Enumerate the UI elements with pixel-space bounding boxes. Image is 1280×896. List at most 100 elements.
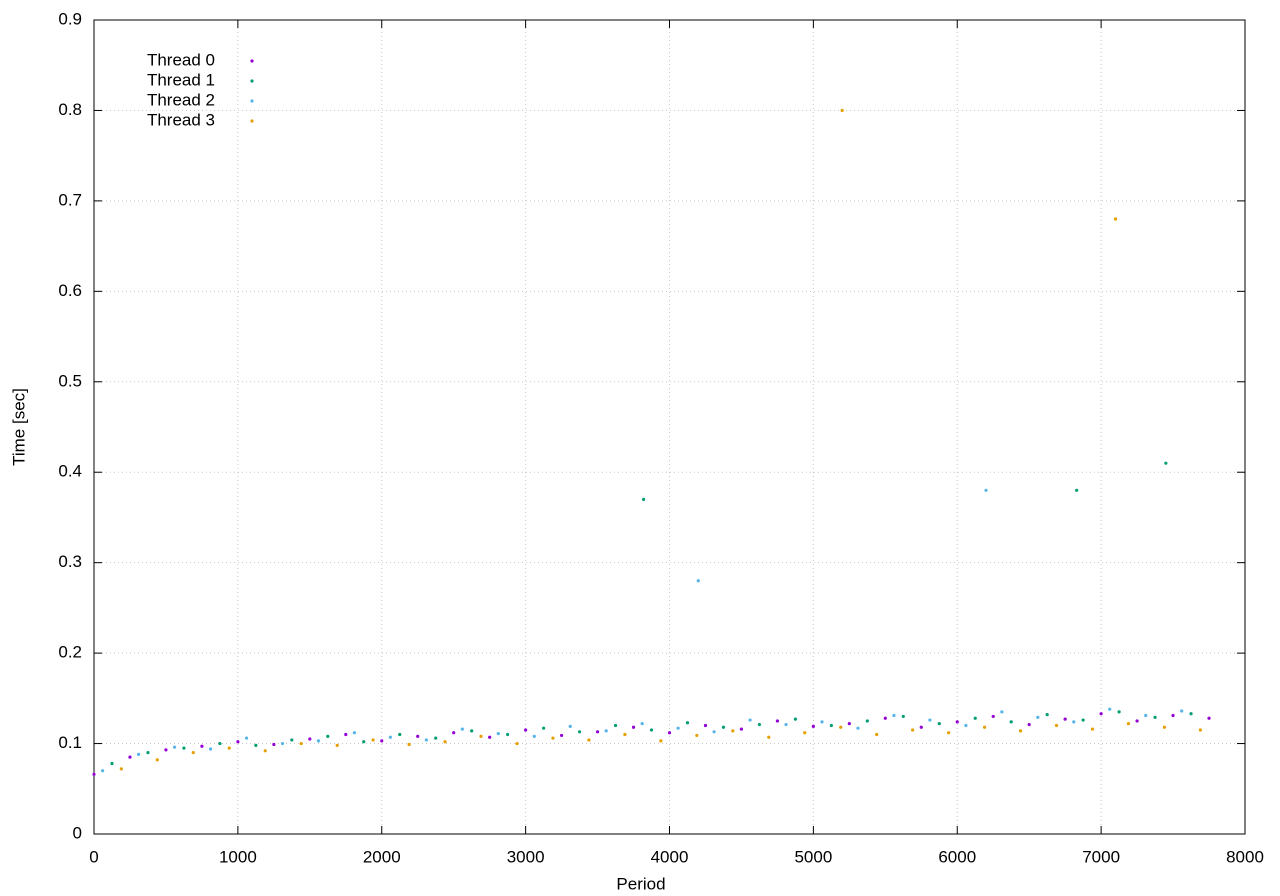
point (344, 732, 348, 737)
point (119, 767, 123, 771)
point (1075, 488, 1079, 492)
point (568, 724, 572, 728)
point (731, 729, 735, 733)
point (290, 738, 294, 742)
point (236, 740, 240, 744)
point (326, 734, 330, 738)
point (452, 731, 456, 735)
y-tick-label: 0.1 (58, 733, 82, 752)
x-tick-label: 1000 (219, 847, 257, 866)
point (1207, 716, 1211, 720)
point (200, 744, 204, 748)
x-axis-label: Period (616, 874, 665, 893)
point (840, 108, 844, 113)
point (839, 725, 843, 729)
point (577, 730, 582, 734)
point (1099, 712, 1103, 716)
point (587, 738, 591, 742)
point (299, 741, 303, 746)
point (901, 714, 905, 719)
point (604, 729, 608, 733)
point (703, 723, 708, 728)
point (208, 747, 213, 751)
x-tick-label: 5000 (794, 847, 832, 866)
y-tick-label: 0.6 (58, 281, 82, 300)
point (1018, 729, 1023, 733)
point (244, 736, 249, 740)
point (613, 723, 618, 728)
point (479, 734, 483, 738)
y-tick-label: 0.7 (58, 190, 82, 209)
point (695, 733, 699, 738)
legend-label: Thread 2 (147, 90, 215, 109)
point (352, 731, 357, 735)
point (398, 732, 402, 737)
y-tick-label: 0.4 (58, 462, 82, 481)
point (1171, 713, 1175, 718)
point (1009, 720, 1013, 724)
x-tick-label: 4000 (651, 847, 689, 866)
point (984, 488, 988, 492)
point (1072, 720, 1076, 724)
legend-marker (250, 99, 254, 103)
point (811, 724, 815, 728)
point (784, 722, 788, 727)
x-tick-label: 3000 (507, 847, 545, 866)
point (748, 718, 752, 722)
point (739, 727, 744, 731)
point (191, 751, 195, 755)
point (1126, 722, 1131, 726)
point (254, 743, 258, 747)
point (515, 741, 519, 746)
legend-marker (250, 59, 254, 63)
point (964, 723, 968, 728)
point (803, 731, 807, 735)
y-tick-label: 0.2 (58, 643, 82, 662)
point (847, 722, 851, 726)
point (955, 720, 959, 724)
point (1180, 709, 1184, 713)
point (685, 721, 690, 725)
x-tick-label: 6000 (938, 847, 976, 866)
point (316, 739, 321, 743)
y-tick-label: 0.3 (58, 552, 82, 571)
point (380, 739, 384, 743)
y-tick-label: 0.8 (58, 100, 82, 119)
point (92, 772, 96, 776)
point (506, 732, 510, 737)
point (101, 769, 105, 773)
y-tick-label: 0 (73, 823, 82, 842)
y-axis-label: Time [sec] (9, 388, 28, 466)
point (308, 737, 312, 741)
point (488, 735, 492, 739)
point (532, 734, 536, 738)
point (1036, 715, 1040, 719)
y-tick-label: 0.9 (58, 9, 82, 28)
point (1113, 217, 1118, 221)
point (1162, 725, 1167, 729)
point (829, 723, 833, 728)
point (1027, 722, 1031, 727)
point (767, 735, 771, 739)
point (362, 740, 366, 744)
point (470, 729, 474, 733)
point (110, 761, 114, 766)
x-tick-label: 2000 (363, 847, 401, 866)
point (416, 734, 420, 738)
point (460, 727, 464, 731)
point (991, 714, 995, 719)
point (263, 749, 267, 753)
point (1054, 723, 1059, 728)
point (696, 579, 700, 583)
point (172, 745, 177, 749)
point (227, 746, 231, 750)
x-tick-label: 7000 (1082, 847, 1120, 866)
legend-label: Thread 1 (147, 70, 215, 89)
point (928, 718, 932, 722)
point (623, 732, 627, 737)
point (757, 722, 762, 727)
point (640, 722, 644, 726)
point (793, 717, 797, 721)
point (280, 741, 285, 746)
